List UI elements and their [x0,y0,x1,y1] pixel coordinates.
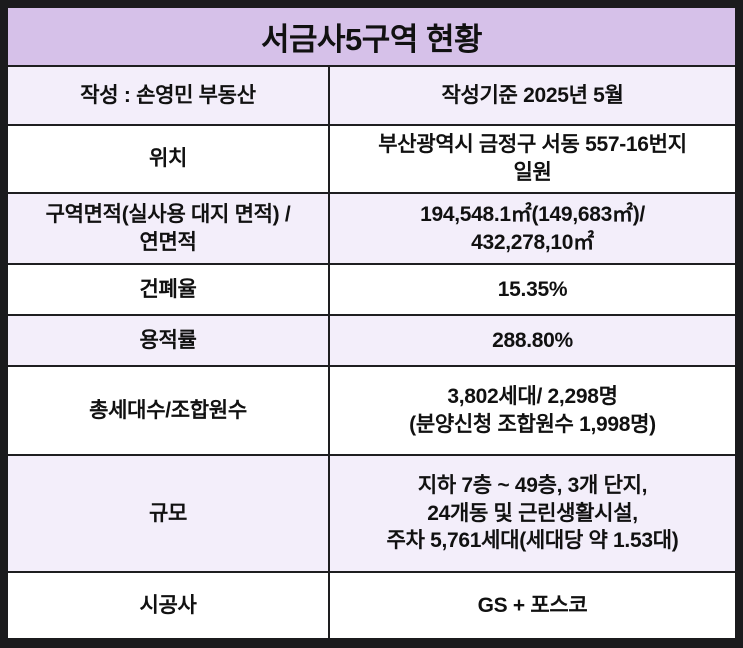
row-contractor: 시공사 GS + 포스코 [8,571,735,638]
author-label: 작성 : 손영민 부동산 [8,67,330,124]
status-table: 서금사5구역 현황 작성 : 손영민 부동산 작성기준 2025년 5월 위치 … [8,8,735,638]
row-author: 작성 : 손영민 부동산 작성기준 2025년 5월 [8,65,735,124]
floor-area-ratio-label: 용적률 [8,316,330,365]
building-coverage-label: 건폐율 [8,265,330,314]
area-value: 194,548.1㎡(149,683㎡)/ 432,278,10㎡ [330,194,735,263]
location-value: 부산광역시 금정구 서동 557-16번지 일원 [330,126,735,192]
households-value: 3,802세대/ 2,298명 (분양신청 조합원수 1,998명) [330,367,735,454]
building-coverage-value: 15.35% [330,265,735,314]
row-floor-area-ratio: 용적률 288.80% [8,314,735,365]
location-label: 위치 [8,126,330,192]
row-location: 위치 부산광역시 금정구 서동 557-16번지 일원 [8,124,735,192]
floor-area-ratio-value: 288.80% [330,316,735,365]
row-building-coverage: 건폐율 15.35% [8,263,735,314]
area-label: 구역면적(실사용 대지 면적) / 연면적 [8,194,330,263]
contractor-label: 시공사 [8,573,330,638]
scale-value: 지하 7층 ~ 49층, 3개 단지, 24개동 및 근린생활시설, 주차 5,… [330,456,735,571]
row-scale: 규모 지하 7층 ~ 49층, 3개 단지, 24개동 및 근린생활시설, 주차… [8,454,735,571]
row-area: 구역면적(실사용 대지 면적) / 연면적 194,548.1㎡(149,683… [8,192,735,263]
scale-label: 규모 [8,456,330,571]
author-value: 작성기준 2025년 5월 [330,67,735,124]
row-households: 총세대수/조합원수 3,802세대/ 2,298명 (분양신청 조합원수 1,9… [8,365,735,454]
households-label: 총세대수/조합원수 [8,367,330,454]
contractor-value: GS + 포스코 [330,573,735,638]
table-title: 서금사5구역 현황 [8,8,735,65]
